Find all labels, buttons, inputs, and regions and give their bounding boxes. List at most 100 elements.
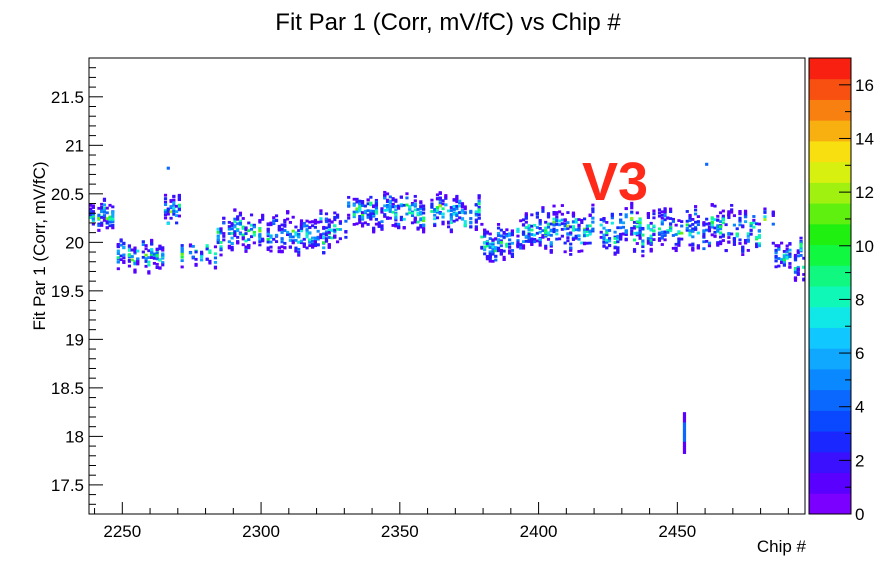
data-cell xyxy=(680,220,684,223)
data-cell xyxy=(219,227,223,231)
data-cell xyxy=(527,236,531,240)
data-cell xyxy=(788,255,792,259)
data-cell xyxy=(391,210,395,214)
data-cell xyxy=(252,241,256,245)
data-cell xyxy=(161,263,165,267)
data-cell xyxy=(133,260,137,264)
data-cell xyxy=(552,220,556,224)
data-cell xyxy=(510,241,515,245)
data-cell xyxy=(399,215,403,219)
data-cell xyxy=(646,212,650,215)
y-tick-label: 17.5 xyxy=(51,476,84,495)
data-cell xyxy=(230,245,234,249)
data-cell xyxy=(552,222,556,226)
data-cell xyxy=(585,241,589,245)
data-cell xyxy=(455,197,459,201)
data-cell xyxy=(463,224,467,227)
data-cell xyxy=(352,197,356,201)
data-cell xyxy=(638,229,642,233)
data-cell xyxy=(530,233,534,236)
data-cell xyxy=(555,215,559,219)
data-cell xyxy=(180,252,184,256)
data-cell xyxy=(691,217,695,221)
data-cell xyxy=(286,233,290,237)
data-cell xyxy=(638,227,642,230)
data-cell xyxy=(155,250,159,253)
data-cell xyxy=(638,224,642,227)
data-cell xyxy=(646,216,650,219)
data-cell xyxy=(119,258,123,262)
data-cell xyxy=(352,202,356,206)
data-cell xyxy=(749,232,753,236)
data-cell xyxy=(150,242,154,246)
data-cell xyxy=(474,210,478,214)
data-cell xyxy=(277,228,281,232)
data-cell xyxy=(469,221,473,225)
data-cell xyxy=(588,241,592,245)
data-cell xyxy=(213,252,218,256)
data-cell xyxy=(469,217,473,220)
data-cell xyxy=(127,253,132,257)
data-cell xyxy=(180,244,184,247)
data-cell xyxy=(677,240,681,244)
data-cell xyxy=(602,226,606,230)
data-cell xyxy=(419,224,423,227)
data-cell xyxy=(663,208,667,212)
data-cell xyxy=(97,217,101,220)
data-cell xyxy=(632,238,637,242)
data-cell xyxy=(302,237,306,241)
colorbar-tick-label: 16 xyxy=(855,76,874,95)
data-cell xyxy=(508,251,512,255)
data-cell xyxy=(324,212,329,216)
data-cell xyxy=(261,213,265,217)
data-cell xyxy=(233,220,237,224)
data-cell xyxy=(510,255,515,259)
data-cell xyxy=(580,241,584,245)
data-cell xyxy=(705,217,709,221)
y-tick-label: 20.5 xyxy=(51,185,84,204)
data-cell xyxy=(555,232,559,236)
data-cell xyxy=(175,214,179,217)
data-cell xyxy=(491,239,495,242)
data-cell xyxy=(383,208,387,212)
data-cell xyxy=(577,227,581,231)
data-cell xyxy=(372,227,376,231)
data-cell xyxy=(247,229,251,233)
data-cell xyxy=(299,223,304,227)
data-cell xyxy=(707,222,712,225)
data-cell xyxy=(735,232,739,236)
data-cell xyxy=(147,256,151,260)
data-cell xyxy=(180,250,184,253)
data-cell xyxy=(258,233,262,236)
data-cell xyxy=(621,221,626,225)
data-cell xyxy=(291,215,295,219)
data-cell xyxy=(274,240,279,244)
data-cell xyxy=(258,227,262,230)
data-cell xyxy=(308,238,312,242)
data-cell xyxy=(399,204,403,208)
data-cell xyxy=(524,215,528,219)
data-cell xyxy=(100,224,104,227)
data-cell xyxy=(619,226,623,230)
data-cell xyxy=(180,265,184,269)
data-cell xyxy=(544,229,548,233)
data-cell xyxy=(352,215,356,219)
data-cell xyxy=(688,224,692,228)
data-cell xyxy=(763,207,767,211)
data-cell xyxy=(458,199,462,203)
data-cell xyxy=(394,216,398,219)
data-cell xyxy=(793,278,798,282)
data-cell xyxy=(158,258,162,262)
data-cell xyxy=(144,264,148,268)
data-cell xyxy=(588,224,592,228)
data-cell xyxy=(502,249,506,253)
data-cell xyxy=(111,217,115,221)
data-cell xyxy=(302,224,306,228)
data-cell xyxy=(458,211,462,214)
data-cell xyxy=(752,225,756,229)
data-cell xyxy=(283,220,287,224)
data-cell xyxy=(438,211,442,215)
data-cell xyxy=(419,210,423,214)
data-cell xyxy=(102,203,107,207)
data-cell xyxy=(491,252,495,256)
